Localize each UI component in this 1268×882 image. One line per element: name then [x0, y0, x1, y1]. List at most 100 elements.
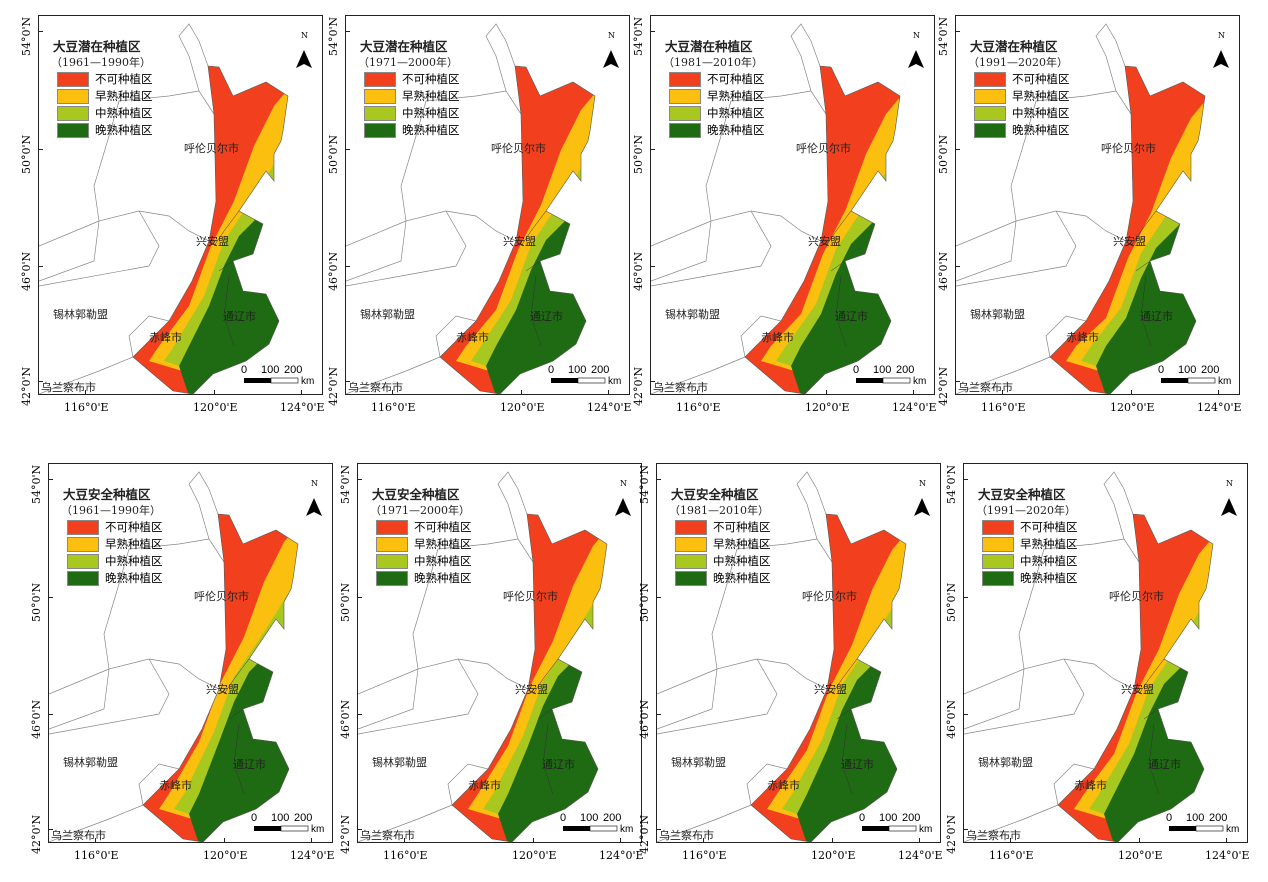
- legend-title: 大豆潜在种植区: [53, 39, 141, 54]
- lat-tick-label: 46°0'N: [339, 699, 352, 739]
- lat-tick-label: 50°0'N: [945, 582, 958, 622]
- lat-tick: [358, 829, 362, 830]
- legend-swatch: [364, 71, 396, 87]
- place-label-chifeng: 赤峰市: [767, 779, 800, 792]
- legend-label: 晚熟种植区: [414, 571, 472, 585]
- legend-title: 大豆安全种植区: [671, 487, 759, 502]
- scale-tick: 100: [580, 812, 598, 824]
- scale-tick: 100: [261, 364, 279, 376]
- svg-text:km: km: [919, 824, 932, 835]
- lon-tick: [1131, 390, 1132, 394]
- scale-tick: 200: [603, 812, 621, 824]
- place-label-tongliao: 通辽市: [1140, 310, 1173, 323]
- lon-tick: [392, 390, 393, 394]
- lat-tick: [956, 149, 960, 150]
- scale-tick: 100: [568, 364, 586, 376]
- lon-tick-label: 116°0'E: [682, 849, 727, 862]
- lat-tick: [346, 31, 350, 32]
- legend-swatch: [376, 536, 408, 552]
- legend-item: 不可种植区: [57, 71, 153, 87]
- lat-tick: [39, 149, 43, 150]
- place-label-xingan: 兴安盟: [515, 683, 548, 696]
- map-panel: N 0 100 200 km 大豆潜在种植区 （1971—2000年） 不可种植区 早熟种植区中…: [345, 15, 630, 395]
- legend-label: 早熟种植区: [1020, 537, 1078, 551]
- legend-swatch: [57, 71, 89, 87]
- legend-item: 中熟种植区: [974, 105, 1070, 121]
- lat-tick-label: 46°0'N: [30, 699, 43, 739]
- svg-text:km: km: [913, 376, 926, 387]
- lat-tick: [956, 266, 960, 267]
- legend-item: 晚熟种植区: [974, 122, 1070, 138]
- place-label-chifeng: 赤峰市: [1066, 331, 1099, 344]
- svg-text:km: km: [608, 376, 621, 387]
- lat-tick-label: 42°0'N: [30, 814, 43, 854]
- lon-tick-label: 116°0'E: [989, 849, 1034, 862]
- lat-tick: [964, 829, 968, 830]
- lon-tick: [1139, 838, 1140, 842]
- svg-text:N: N: [620, 479, 627, 488]
- legend-label: 不可种植区: [1012, 72, 1070, 86]
- place-label-tongliao: 通辽市: [1148, 758, 1181, 771]
- place-label-tongliao: 通辽市: [841, 758, 874, 771]
- place-label-hulunbuir: 呼伦贝尔市: [491, 142, 546, 155]
- legend-swatch: [974, 122, 1006, 138]
- lat-tick: [964, 479, 968, 480]
- legend-item: 早熟种植区: [974, 88, 1070, 104]
- legend-label: 不可种植区: [707, 72, 765, 86]
- lat-tick-label: 50°0'N: [20, 134, 33, 174]
- legend-swatch: [376, 570, 408, 586]
- lat-tick: [49, 597, 53, 598]
- map-panel: N 0 100 200 km 大豆潜在种植区 （1961—1990年） 不可种植区 早熟种植区中…: [38, 15, 323, 395]
- legend-swatch: [57, 122, 89, 138]
- legend-label: 中熟种植区: [1012, 106, 1070, 120]
- lat-tick: [956, 381, 960, 382]
- scale-tick: 200: [1201, 364, 1219, 376]
- legend-label: 晚熟种植区: [1020, 571, 1078, 585]
- legend-swatch: [974, 105, 1006, 121]
- legend-swatch: [669, 105, 701, 121]
- legend-period: （1991—2020年）: [976, 504, 1076, 517]
- legend-label: 早熟种植区: [713, 537, 771, 551]
- legend-swatch: [57, 88, 89, 104]
- lon-tick: [1226, 838, 1227, 842]
- lon-tick-label: 124°0'E: [599, 849, 644, 862]
- legend-item: 中熟种植区: [376, 553, 472, 569]
- lon-tick-label: 116°0'E: [383, 849, 428, 862]
- legend-item: 早熟种植区: [675, 536, 771, 552]
- legend-item: 晚熟种植区: [669, 122, 765, 138]
- place-label-xingan: 兴安盟: [814, 683, 847, 696]
- lon-tick-label: 116°0'E: [371, 401, 416, 414]
- place-label-hulunbuir: 呼伦贝尔市: [503, 590, 558, 603]
- legend-item: 中熟种植区: [67, 553, 163, 569]
- legend-item: 早熟种植区: [982, 536, 1078, 552]
- lon-tick: [533, 838, 534, 842]
- lon-tick: [697, 390, 698, 394]
- legend-label: 不可种植区: [414, 520, 472, 534]
- scale-tick: 100: [1178, 364, 1196, 376]
- place-label-xilingol: 锡林郭勒盟: [360, 308, 415, 321]
- lat-tick-label: 50°0'N: [327, 134, 340, 174]
- legend-swatch: [376, 519, 408, 535]
- province-boundaries: [651, 23, 827, 395]
- legend-title: 大豆潜在种植区: [970, 39, 1058, 54]
- lat-tick-label: 46°0'N: [327, 251, 340, 291]
- svg-text:km: km: [620, 824, 633, 835]
- map-panel: N 0 100 200 km 大豆安全种植区 （1971—2000年） 不可种植区 早熟种植区中…: [357, 463, 642, 843]
- scale-tick: 200: [902, 812, 920, 824]
- place-label-chifeng: 赤峰市: [456, 331, 489, 344]
- lat-tick-label: 54°0'N: [30, 464, 43, 504]
- place-label-hulunbuir: 呼伦贝尔市: [1101, 142, 1156, 155]
- lon-tick-label: 124°0'E: [587, 401, 632, 414]
- legend-period: （1971—2000年）: [358, 56, 458, 69]
- legend-item: 中熟种植区: [675, 553, 771, 569]
- lat-tick: [49, 829, 53, 830]
- lat-tick: [651, 149, 655, 150]
- lon-tick: [703, 838, 704, 842]
- lat-tick: [49, 479, 53, 480]
- legend-swatch: [982, 519, 1014, 535]
- legend-item: 中熟种植区: [57, 105, 153, 121]
- lat-tick-label: 46°0'N: [20, 251, 33, 291]
- lon-tick: [311, 838, 312, 842]
